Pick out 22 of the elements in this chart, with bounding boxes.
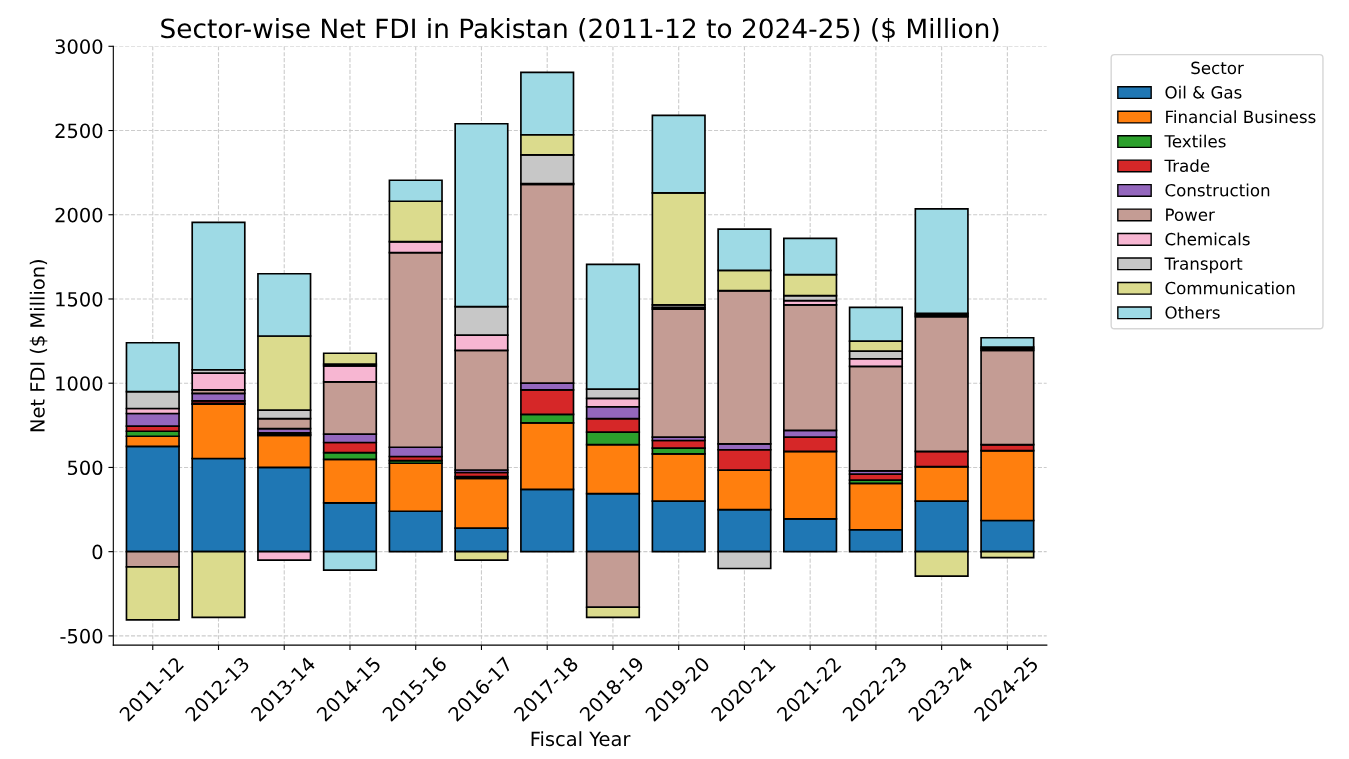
- y-tick-label: 0: [92, 544, 103, 560]
- y-tick-label: 2000: [55, 207, 103, 223]
- y-tick-label: 1000: [56, 376, 103, 391]
- chart-title: Sector-wise Net FDI in Pakistan (2011-12 to 2024-25) ($ Million): [161, 17, 999, 42]
- legend-label: Communication: [1165, 281, 1295, 295]
- legend-label: Financial Business: [1166, 110, 1316, 124]
- y-tick-label: 2500: [55, 123, 103, 139]
- y-tick-label: 3000: [55, 39, 103, 54]
- legend-label: Transport: [1164, 257, 1243, 274]
- x-axis-title: Fiscal Year: [531, 731, 631, 747]
- legend-label: Construction: [1165, 183, 1270, 197]
- legend-label: Oil & Gas: [1165, 85, 1242, 99]
- y-tick-label: -500: [60, 628, 103, 644]
- y-tick-label: 1500: [56, 291, 103, 307]
- y-tick-label: 500: [67, 460, 103, 476]
- y-axis-title: Net FDI ($ Million): [29, 260, 48, 432]
- legend-label: Power: [1166, 208, 1215, 221]
- legend-label: Trade: [1164, 159, 1210, 173]
- legend-label: Others: [1165, 305, 1220, 319]
- legend-title: Sector: [1191, 61, 1244, 75]
- legend-label: Textiles: [1164, 134, 1226, 148]
- legend-label: Chemicals: [1165, 232, 1250, 246]
